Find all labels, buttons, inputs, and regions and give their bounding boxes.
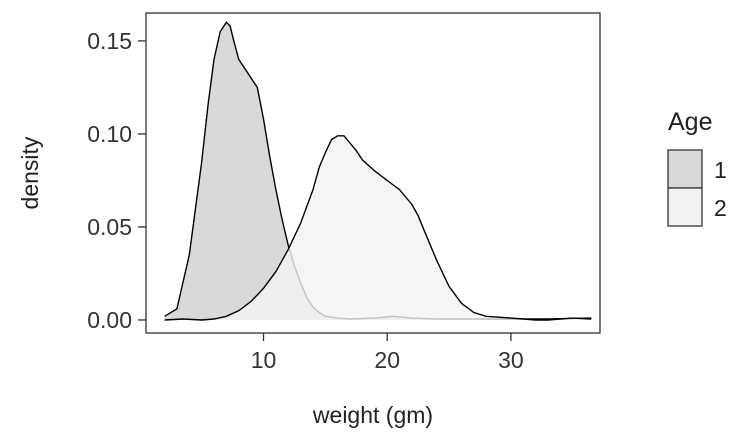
x-tick-label: 20 xyxy=(374,347,400,373)
legend-title: Age xyxy=(668,108,712,136)
legend-key-age-1 xyxy=(667,149,703,189)
x-tick-label: 10 xyxy=(251,347,277,373)
density-area-age-1 xyxy=(164,22,592,321)
panel-border xyxy=(145,12,601,334)
plot-area xyxy=(164,21,592,321)
y-tick-label: 0.10 xyxy=(87,121,132,147)
legend-key-age-2 xyxy=(667,187,703,227)
y-tick-label: 0.00 xyxy=(87,307,132,333)
density-area-age-2 xyxy=(164,135,592,320)
legend-label-age-1: 1 xyxy=(714,157,727,183)
x-tick-label: 30 xyxy=(498,347,524,373)
density-line-age-2 xyxy=(164,135,592,321)
legend-label-age-2: 2 xyxy=(714,195,727,221)
y-axis-title: density xyxy=(17,136,43,209)
x-axis-title: weight (gm) xyxy=(312,402,433,428)
y-tick-label: 0.15 xyxy=(87,28,132,54)
legend: Age 1 2 xyxy=(667,108,727,227)
y-tick-label: 0.05 xyxy=(87,214,132,240)
axes: 10 20 30 0.00 0.05 0.10 0.15 xyxy=(87,28,523,373)
